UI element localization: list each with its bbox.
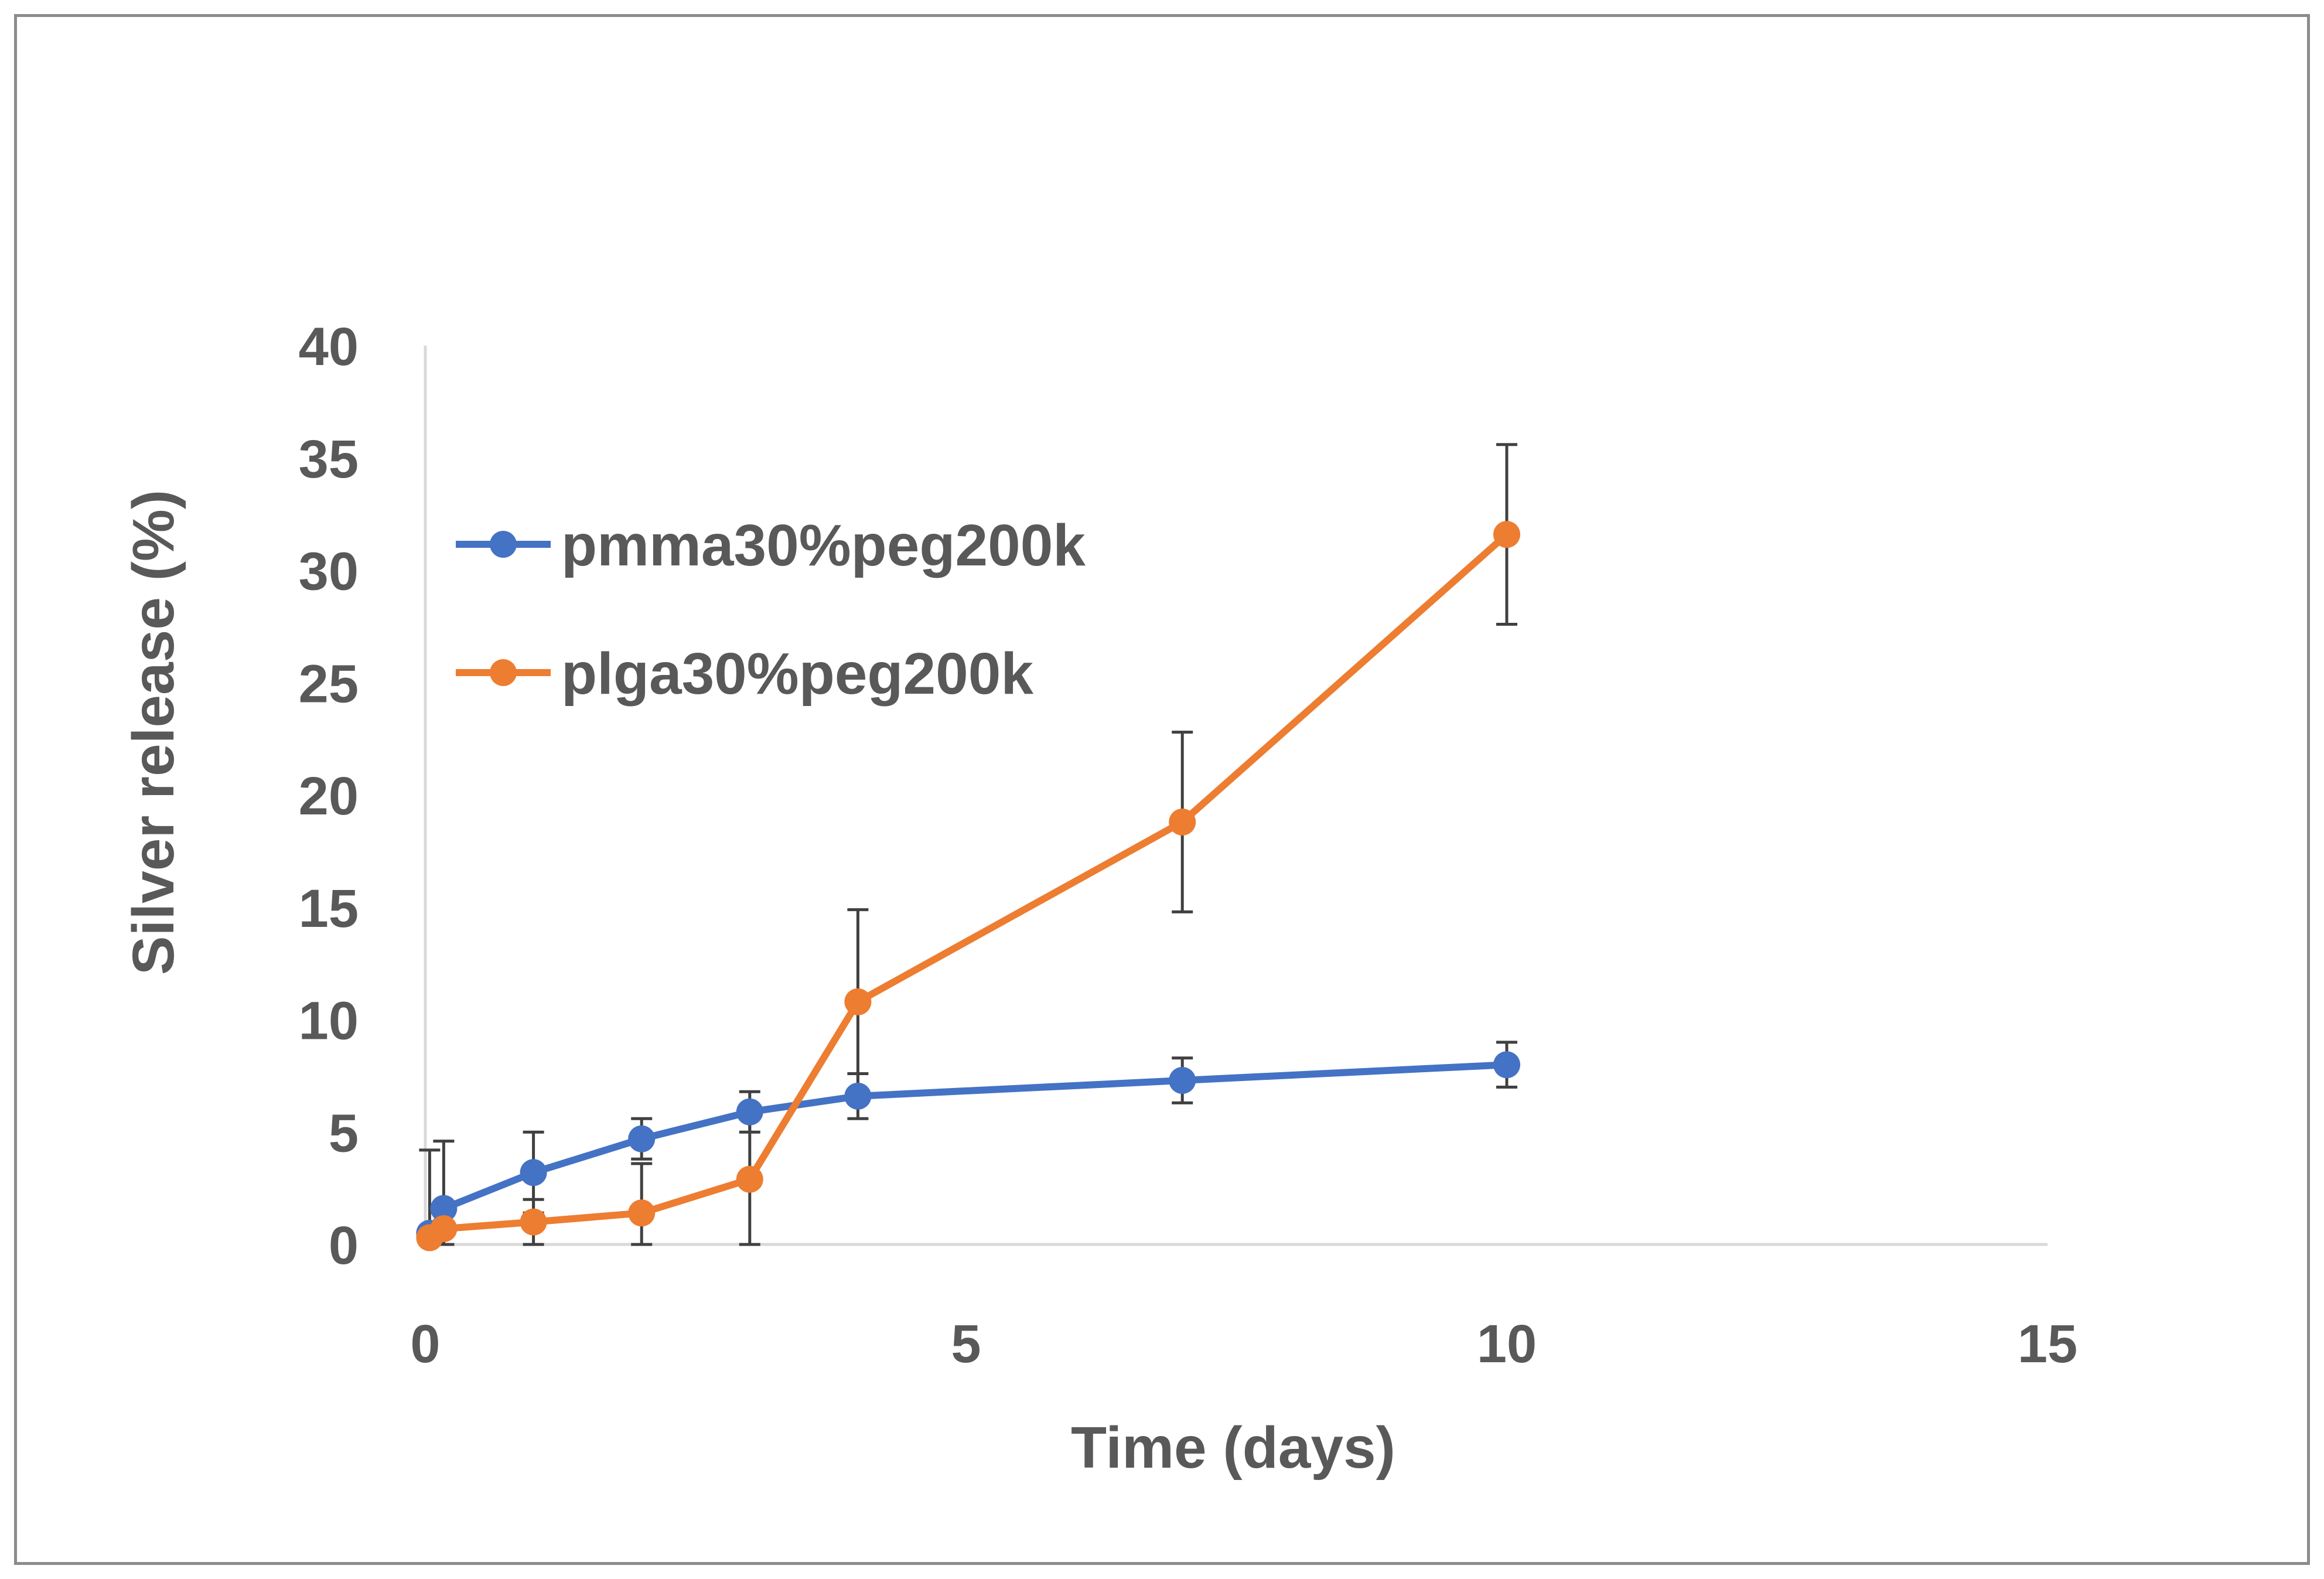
y-tick-label: 25: [299, 654, 359, 714]
legend-item: pmma30%peg200k: [456, 513, 1086, 578]
legend-item: plga30%peg200k: [456, 641, 1033, 707]
y-tick-labels: 0 5 10 15 20 25 30 35 40: [299, 317, 359, 1276]
x-tick-label: 10: [1477, 1314, 1537, 1374]
data-point-series-1: [844, 1082, 872, 1110]
y-tick-label: 0: [329, 1216, 359, 1276]
y-tick-label: 40: [299, 317, 359, 377]
data-point-series-2: [844, 988, 872, 1015]
data-point-series-1: [430, 1195, 458, 1222]
data-point-series-2: [430, 1215, 458, 1243]
y-axis-title: Silver release (%): [121, 490, 186, 975]
data-point-series-2: [736, 1165, 763, 1193]
y-tick-label: 15: [299, 879, 359, 939]
series-line-1: [426, 1061, 1510, 1237]
legend-label: pmma30%peg200k: [561, 513, 1086, 578]
legend-swatch-marker: [490, 531, 517, 558]
data-point-series-1: [1169, 1067, 1196, 1094]
legend-label: plga30%peg200k: [561, 641, 1033, 707]
data-point-series-2: [1493, 521, 1520, 548]
series-line-2: [426, 531, 1510, 1242]
x-tick-label: 0: [410, 1314, 440, 1374]
data-point-series-2: [1169, 809, 1196, 836]
chart-frame: [14, 14, 2310, 1565]
series-lines: [426, 531, 1510, 1242]
data-point-series-1: [628, 1125, 656, 1152]
y-tick-label: 5: [329, 1103, 359, 1163]
x-tick-label: 15: [2018, 1314, 2077, 1374]
x-axis-title: Time (days): [1071, 1415, 1395, 1481]
data-point-series-2: [628, 1199, 656, 1227]
data-point-series-1: [520, 1159, 547, 1186]
legend: pmma30%peg200k plga30%peg200k: [456, 513, 1086, 707]
data-point-series-1: [1493, 1051, 1520, 1079]
x-tick-labels: 0 5 10 15: [410, 1314, 2077, 1374]
y-tick-label: 30: [299, 542, 359, 602]
data-point-series-2: [520, 1208, 547, 1236]
y-tick-label: 10: [299, 991, 359, 1051]
data-point-series-1: [736, 1098, 763, 1126]
series-points: [416, 521, 1520, 1251]
y-tick-label: 20: [299, 766, 359, 826]
legend-swatch-marker: [490, 659, 517, 686]
y-tick-label: 35: [299, 429, 359, 489]
x-tick-label: 5: [951, 1314, 981, 1374]
